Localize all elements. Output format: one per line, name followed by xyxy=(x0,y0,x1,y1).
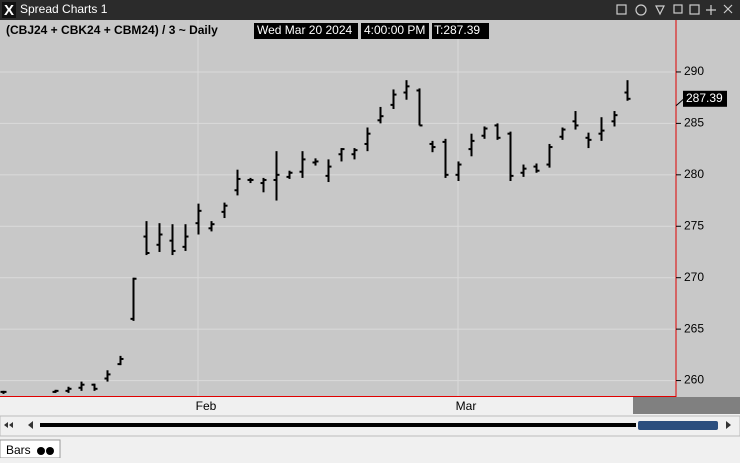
float-button[interactable] xyxy=(689,4,700,15)
scroll-thumb[interactable] xyxy=(638,421,718,430)
chart-time: 4:00:00 PM xyxy=(364,23,425,37)
price-tag xyxy=(683,90,727,107)
chart-last: T:287.39 xyxy=(434,23,480,37)
pin-button[interactable] xyxy=(616,4,627,15)
move-button[interactable] xyxy=(706,5,716,15)
plot-area xyxy=(0,20,676,396)
last-box xyxy=(432,23,489,39)
close-button[interactable] xyxy=(723,4,733,14)
tab-icon xyxy=(46,447,54,455)
x-tick-label: Mar xyxy=(456,399,477,413)
app-icon xyxy=(2,2,16,18)
date-box xyxy=(254,23,358,39)
x-tick-label: Feb xyxy=(196,399,217,413)
scroll-left-button[interactable] xyxy=(28,421,33,429)
plot-background xyxy=(0,20,740,397)
y-tick-label: 280 xyxy=(684,167,704,181)
x-axis-background xyxy=(0,397,740,416)
price-pointer xyxy=(675,98,685,107)
chart-date: Wed Mar 20 2024 xyxy=(257,23,352,37)
y-tick-label: 270 xyxy=(684,270,704,284)
app-icon-glyph: X xyxy=(4,2,14,19)
tab-label[interactable]: Bars xyxy=(6,443,31,457)
axis-corner xyxy=(633,397,740,414)
y-tick-label: 290 xyxy=(684,64,704,78)
window-title: Spread Charts 1 xyxy=(20,2,108,16)
price-tag-label: 287.39 xyxy=(686,91,723,105)
y-tick-label: 260 xyxy=(684,373,704,387)
scroll-right-button[interactable] xyxy=(726,421,731,429)
menu-button[interactable] xyxy=(655,5,665,16)
settings-button[interactable] xyxy=(635,4,647,16)
y-tick-label: 275 xyxy=(684,218,704,232)
chart-title: (CBJ24 + CBK24 + CBM24) / 3 ~ Daily xyxy=(6,23,218,37)
window-controls[interactable] xyxy=(616,4,733,16)
scroll-start-button[interactable] xyxy=(4,422,13,428)
time-box xyxy=(361,23,429,39)
title-bar xyxy=(0,0,740,20)
restore-button[interactable] xyxy=(673,4,683,14)
y-tick-label: 285 xyxy=(684,116,704,130)
y-tick-label: 265 xyxy=(684,321,704,335)
tab-icon xyxy=(37,447,45,455)
